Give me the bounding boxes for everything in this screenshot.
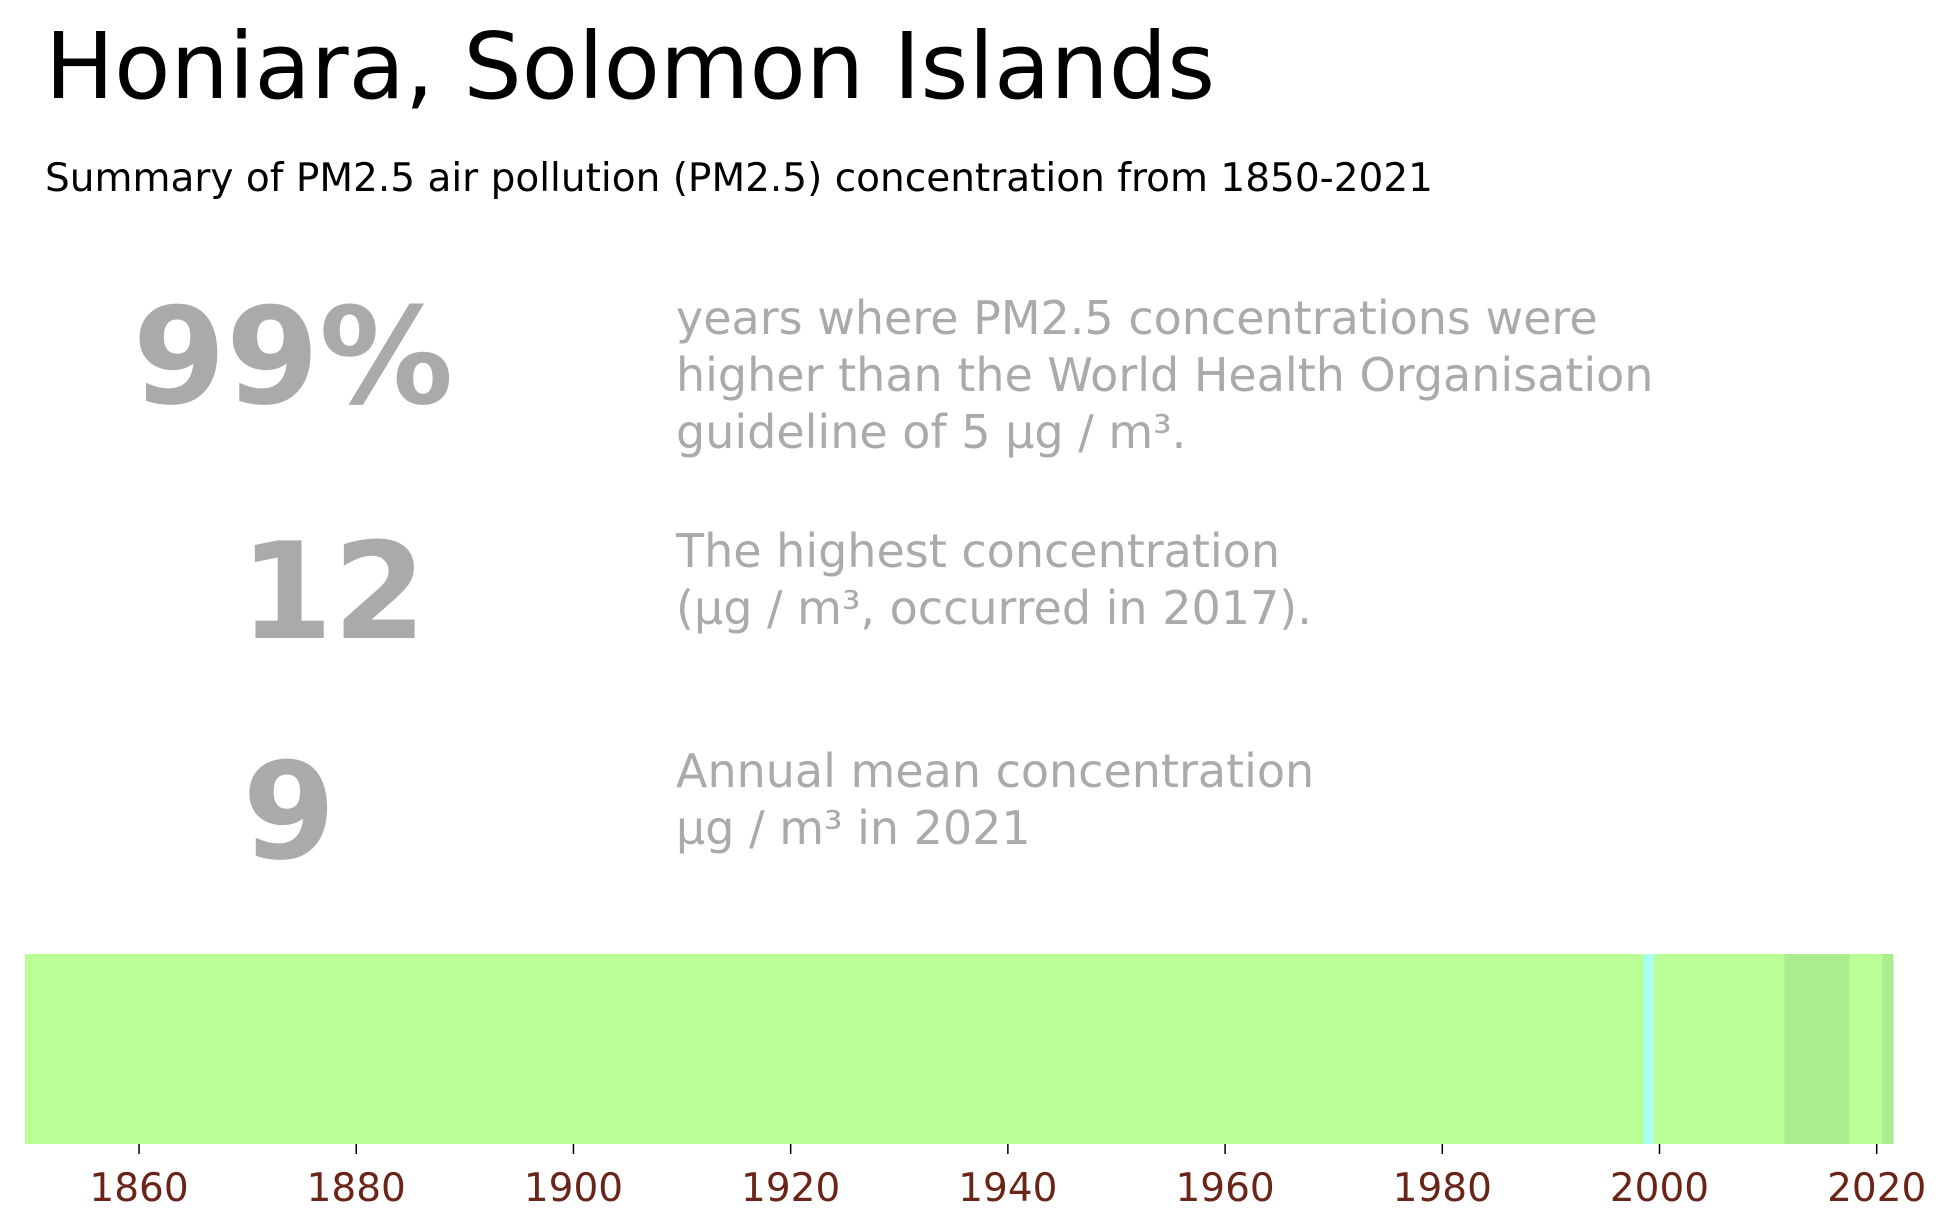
x-tick-label: 2020	[1827, 1166, 1926, 1211]
stat-highest-description: The highest concentration (µg / m³, occu…	[676, 524, 1312, 635]
x-tick-label: 1940	[958, 1166, 1057, 1211]
stripe-2000-2011	[1654, 954, 1785, 1144]
x-tick-label: 1920	[741, 1166, 840, 1211]
page-subtitle: Summary of PM2.5 air pollution (PM2.5) c…	[45, 156, 1433, 201]
x-tick-label: 1860	[89, 1166, 188, 1211]
x-tick-label: 1880	[307, 1166, 406, 1211]
stat-mean-value: 9	[242, 734, 336, 890]
stripe-1999-1999	[1643, 954, 1655, 1144]
stripe-1850-1998	[25, 954, 1644, 1144]
x-tick-label: 1960	[1175, 1166, 1274, 1211]
x-tick-label: 1980	[1393, 1166, 1492, 1211]
x-tick-label: 2000	[1610, 1166, 1709, 1211]
stripe-2018-2020	[1849, 954, 1883, 1144]
stat-mean-description: Annual mean concentration µg / m³ in 202…	[676, 744, 1315, 855]
stripe-2012-2017	[1784, 954, 1851, 1144]
x-tick-label: 1900	[524, 1166, 623, 1211]
stat-highest-value: 12	[239, 514, 427, 670]
stat-percent-value: 99%	[132, 279, 454, 435]
page-title: Honiara, Solomon Islands	[45, 13, 1216, 120]
stripe-2021-2021	[1882, 954, 1894, 1144]
stat-percent-description: years where PM2.5 concentrations were hi…	[676, 291, 1654, 459]
